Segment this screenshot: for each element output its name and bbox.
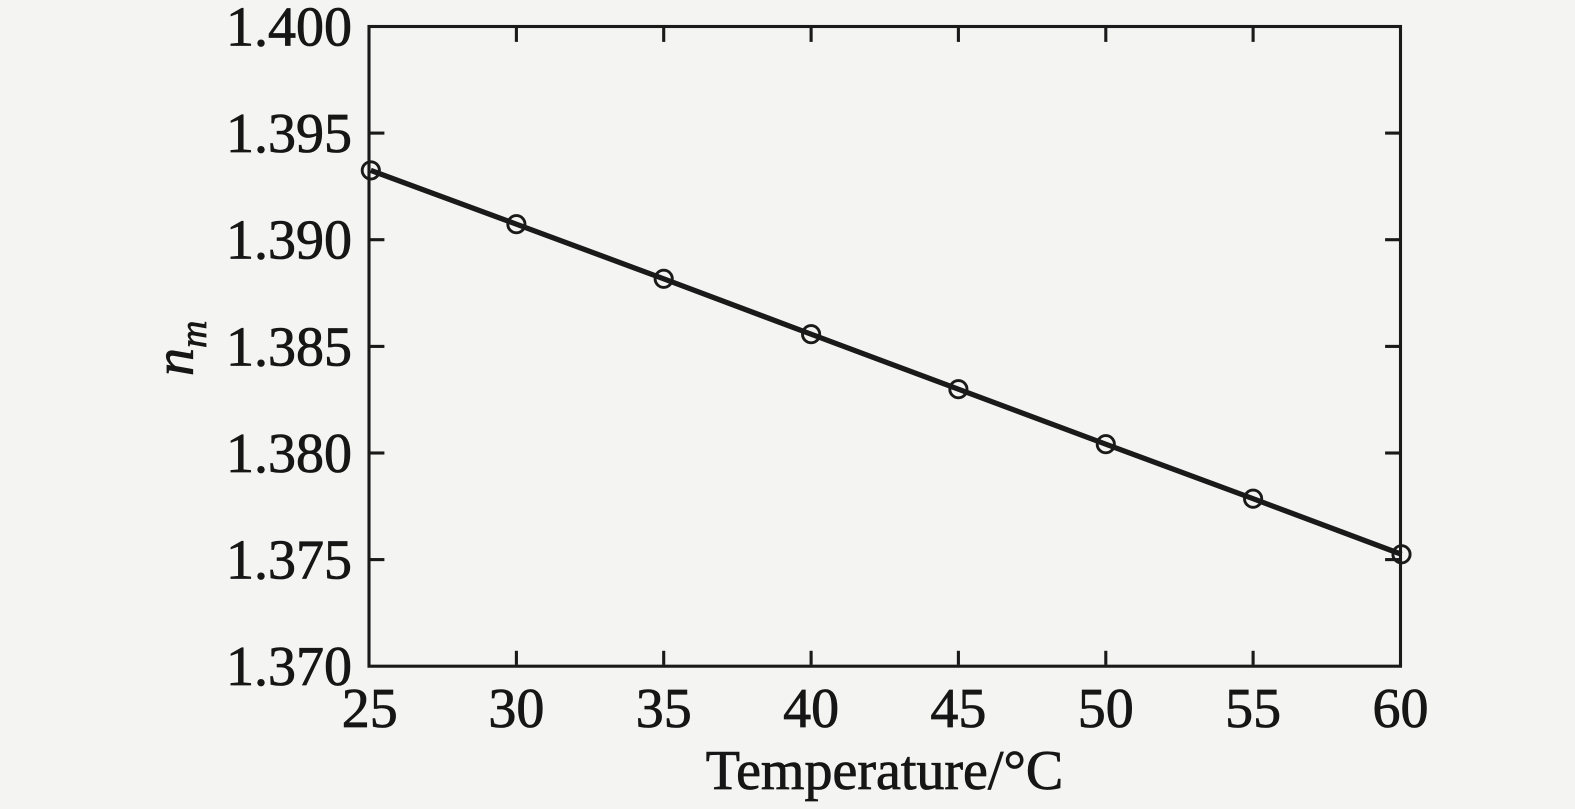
svg-text:1.395: 1.395 — [226, 103, 352, 165]
svg-text:30: 30 — [488, 678, 544, 740]
svg-text:55: 55 — [1225, 678, 1281, 740]
svg-text:60: 60 — [1373, 678, 1429, 740]
svg-text:Temperature/°C: Temperature/°C — [706, 740, 1063, 802]
svg-text:1.385: 1.385 — [226, 316, 352, 378]
svg-text:1.400: 1.400 — [226, 0, 352, 59]
svg-text:1.380: 1.380 — [226, 423, 352, 485]
svg-text:1.375: 1.375 — [226, 530, 352, 592]
svg-text:25: 25 — [342, 678, 398, 740]
svg-text:45: 45 — [930, 678, 986, 740]
svg-text:35: 35 — [636, 678, 692, 740]
svg-text:40: 40 — [783, 678, 839, 740]
svg-text:1.370: 1.370 — [226, 636, 352, 698]
svg-text:50: 50 — [1078, 678, 1134, 740]
svg-text:1.390: 1.390 — [226, 210, 352, 272]
